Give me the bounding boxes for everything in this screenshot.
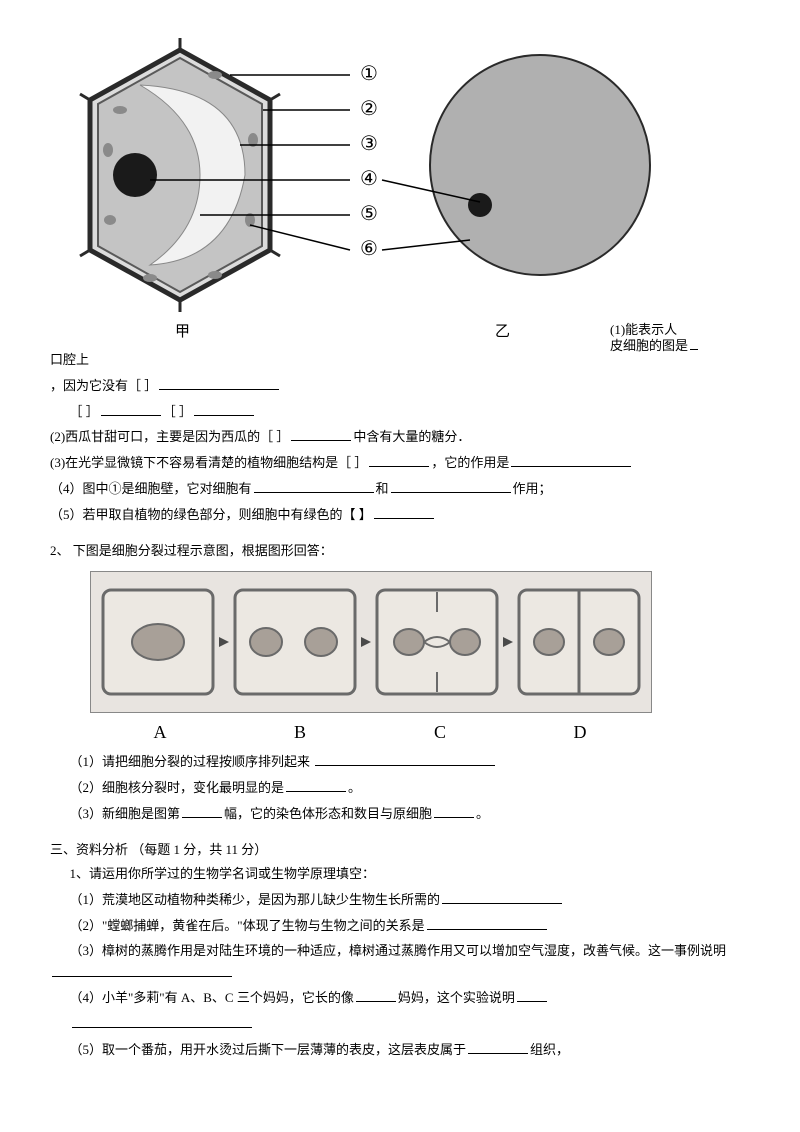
- q3-s1: （1）荒漠地区动植物种类稀少，是因为那儿缺少生物生长所需的: [50, 889, 750, 911]
- svg-text:⑤: ⑤: [360, 203, 378, 225]
- svg-text:②: ②: [360, 98, 378, 120]
- svg-text:①: ①: [360, 63, 378, 85]
- q1-line1c: ［ ］［ ］: [50, 401, 750, 423]
- cell-diagram-figure: ① ② ③ ④ ⑤ ⑥ 甲 乙 (1)能表示人 皮细胞的图是: [50, 30, 750, 340]
- q2-sub3: （3）新细胞是图第幅，它的染色体形态和数目与原细胞。: [50, 803, 750, 825]
- plant-cell-icon: [80, 38, 280, 312]
- q1-line4: （4）图中①是细胞壁，它对细胞有和作用；: [50, 478, 750, 500]
- q3-s4b-line: [50, 1013, 750, 1035]
- label-c: C: [370, 718, 510, 747]
- q3-s3: （3）樟树的蒸腾作用是对陆生环境的一种适应，樟树通过蒸腾作用又可以增加空气湿度，…: [50, 941, 750, 984]
- q3-s2: （2）"螳螂捕蝉，黄雀在后。"体现了生物与生物之间的关系是: [50, 915, 750, 937]
- svg-text:⑥: ⑥: [360, 238, 378, 260]
- q3-intro: 1、请运用你所学过的生物学名词或生物学原理填空：: [50, 864, 750, 885]
- label-a: A: [90, 718, 230, 747]
- q1-line2: (2)西瓜甘甜可口，主要是因为西瓜的［ ］中含有大量的糖分．: [50, 426, 750, 448]
- q2-sub1: （1）请把细胞分裂的过程按顺序排列起来: [50, 751, 750, 773]
- mitosis-figure: [90, 571, 652, 713]
- mitosis-svg: [91, 572, 651, 712]
- animal-cell-icon: [430, 55, 650, 275]
- label-b: B: [230, 718, 370, 747]
- svg-text:④: ④: [360, 168, 378, 190]
- q3-s5: （5）取一个番茄，用开水烫过后撕下一层薄薄的表皮，这层表皮属于组织，: [50, 1039, 750, 1061]
- cell-svg: ① ② ③ ④ ⑤ ⑥: [50, 30, 750, 340]
- q3-title: 三、资料分析 （每题 1 分，共 11 分）: [50, 840, 750, 861]
- q2-title: 2、 下图是细胞分裂过程示意图，根据图形回答：: [50, 541, 750, 562]
- q1-line5: （5）若甲取自植物的绿色部分，则细胞中有绿色的【 】: [50, 504, 750, 526]
- svg-text:③: ③: [360, 133, 378, 155]
- animal-cell-label: 乙: [495, 320, 510, 344]
- q1-line3: (3)在光学显微镜下不容易看清楚的植物细胞结构是［ ］，它的作用是: [50, 452, 750, 474]
- q3-s4: （4）小羊"多莉"有 A、B、C 三个妈妈，它长的像妈妈，这个实验说明: [50, 987, 750, 1009]
- mitosis-labels-row: A B C D: [90, 718, 650, 747]
- plant-cell-label: 甲: [175, 320, 190, 344]
- q1-line1b: ，因为它没有［ ］: [50, 375, 750, 397]
- q2-sub2: （2）细胞核分裂时，变化最明显的是。: [50, 777, 750, 799]
- q1-t2: 皮细胞的图是: [610, 335, 700, 357]
- label-d: D: [510, 718, 650, 747]
